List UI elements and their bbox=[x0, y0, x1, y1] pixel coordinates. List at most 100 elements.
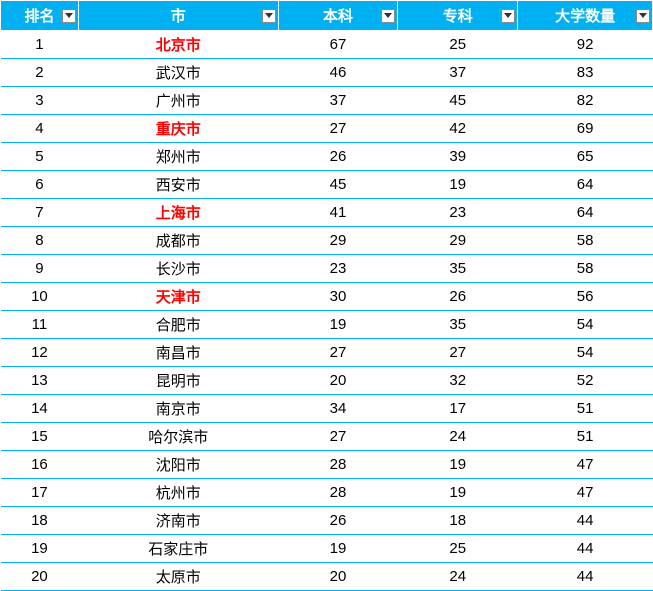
cell-rank: 5 bbox=[1, 143, 79, 171]
table-row: 11合肥市193554 bbox=[1, 311, 653, 339]
cell-total: 47 bbox=[518, 479, 653, 507]
cell-city: 昆明市 bbox=[78, 367, 278, 395]
table-row: 12南昌市272754 bbox=[1, 339, 653, 367]
cell-rank: 20 bbox=[1, 563, 79, 591]
cell-city: 石家庄市 bbox=[78, 535, 278, 563]
cell-zhuanke: 24 bbox=[398, 423, 518, 451]
cell-total: 83 bbox=[518, 59, 653, 87]
cell-rank: 15 bbox=[1, 423, 79, 451]
cell-rank: 10 bbox=[1, 283, 79, 311]
column-header-total[interactable]: 大学数量 bbox=[518, 1, 653, 31]
column-header-city[interactable]: 市 bbox=[78, 1, 278, 31]
cell-city: 南昌市 bbox=[78, 339, 278, 367]
cell-benke: 23 bbox=[278, 255, 398, 283]
cell-benke: 28 bbox=[278, 479, 398, 507]
cell-rank: 7 bbox=[1, 199, 79, 227]
table-header-row: 排名市本科 专科 大学数量 bbox=[1, 1, 653, 31]
cell-total: 92 bbox=[518, 31, 653, 59]
cell-city: 南京市 bbox=[78, 395, 278, 423]
cell-zhuanke: 19 bbox=[398, 479, 518, 507]
cell-benke: 19 bbox=[278, 535, 398, 563]
cell-city: 成都市 bbox=[78, 227, 278, 255]
cell-city: 西安市 bbox=[78, 171, 278, 199]
cell-benke: 28 bbox=[278, 451, 398, 479]
cell-city: 济南市 bbox=[78, 507, 278, 535]
table-row: 18济南市261844 bbox=[1, 507, 653, 535]
cell-zhuanke: 25 bbox=[398, 31, 518, 59]
cell-benke: 41 bbox=[278, 199, 398, 227]
cell-city: 天津市 bbox=[78, 283, 278, 311]
cell-zhuanke: 45 bbox=[398, 87, 518, 115]
cell-rank: 18 bbox=[1, 507, 79, 535]
cell-benke: 27 bbox=[278, 339, 398, 367]
table-row: 14南京市341751 bbox=[1, 395, 653, 423]
cell-zhuanke: 29 bbox=[398, 227, 518, 255]
cell-zhuanke: 25 bbox=[398, 535, 518, 563]
table-row: 4重庆市274269 bbox=[1, 115, 653, 143]
cell-rank: 3 bbox=[1, 87, 79, 115]
cell-city: 郑州市 bbox=[78, 143, 278, 171]
cell-zhuanke: 19 bbox=[398, 451, 518, 479]
cell-zhuanke: 19 bbox=[398, 171, 518, 199]
cell-city: 广州市 bbox=[78, 87, 278, 115]
table-row: 20太原市202444 bbox=[1, 563, 653, 591]
cell-city: 长沙市 bbox=[78, 255, 278, 283]
cell-total: 44 bbox=[518, 507, 653, 535]
cell-zhuanke: 27 bbox=[398, 339, 518, 367]
cell-total: 58 bbox=[518, 227, 653, 255]
cell-rank: 9 bbox=[1, 255, 79, 283]
table-row: 16沈阳市281947 bbox=[1, 451, 653, 479]
table-row: 19石家庄市192544 bbox=[1, 535, 653, 563]
cell-city: 合肥市 bbox=[78, 311, 278, 339]
filter-dropdown-icon[interactable] bbox=[501, 9, 515, 23]
cell-city: 杭州市 bbox=[78, 479, 278, 507]
column-header-label: 专科 bbox=[443, 8, 473, 25]
cell-total: 44 bbox=[518, 535, 653, 563]
column-header-rank[interactable]: 排名 bbox=[1, 1, 79, 31]
cell-city: 沈阳市 bbox=[78, 451, 278, 479]
table-row: 10天津市302656 bbox=[1, 283, 653, 311]
cell-benke: 34 bbox=[278, 395, 398, 423]
table-row: 13昆明市203252 bbox=[1, 367, 653, 395]
table-row: 17杭州市281947 bbox=[1, 479, 653, 507]
table-row: 6西安市451964 bbox=[1, 171, 653, 199]
table-row: 9长沙市233558 bbox=[1, 255, 653, 283]
filter-dropdown-icon[interactable] bbox=[262, 9, 276, 23]
table-row: 5郑州市263965 bbox=[1, 143, 653, 171]
cell-total: 58 bbox=[518, 255, 653, 283]
cell-total: 44 bbox=[518, 563, 653, 591]
cell-rank: 1 bbox=[1, 31, 79, 59]
cell-zhuanke: 39 bbox=[398, 143, 518, 171]
column-header-benke[interactable]: 本科 bbox=[278, 1, 398, 31]
cell-total: 82 bbox=[518, 87, 653, 115]
cell-benke: 46 bbox=[278, 59, 398, 87]
cell-zhuanke: 24 bbox=[398, 563, 518, 591]
cell-rank: 14 bbox=[1, 395, 79, 423]
table-row: 1北京市672592 bbox=[1, 31, 653, 59]
filter-dropdown-icon[interactable] bbox=[62, 9, 76, 23]
cell-rank: 12 bbox=[1, 339, 79, 367]
table-row: 8成都市292958 bbox=[1, 227, 653, 255]
university-ranking-table: 排名市本科专科大学数量 1北京市6725922武汉市4637833广州市3745… bbox=[0, 0, 653, 591]
cell-benke: 26 bbox=[278, 143, 398, 171]
table-row: 2武汉市463783 bbox=[1, 59, 653, 87]
filter-dropdown-icon[interactable] bbox=[381, 9, 395, 23]
cell-benke: 20 bbox=[278, 563, 398, 591]
cell-benke: 29 bbox=[278, 227, 398, 255]
cell-zhuanke: 32 bbox=[398, 367, 518, 395]
column-header-zhuanke[interactable]: 专科 bbox=[398, 1, 518, 31]
cell-total: 54 bbox=[518, 339, 653, 367]
cell-zhuanke: 42 bbox=[398, 115, 518, 143]
cell-rank: 16 bbox=[1, 451, 79, 479]
cell-zhuanke: 37 bbox=[398, 59, 518, 87]
cell-rank: 11 bbox=[1, 311, 79, 339]
cell-rank: 13 bbox=[1, 367, 79, 395]
column-header-label: 大学数量 bbox=[555, 8, 615, 25]
cell-city: 武汉市 bbox=[78, 59, 278, 87]
filter-dropdown-icon[interactable] bbox=[636, 9, 650, 23]
cell-total: 51 bbox=[518, 423, 653, 451]
cell-rank: 4 bbox=[1, 115, 79, 143]
cell-total: 56 bbox=[518, 283, 653, 311]
cell-benke: 26 bbox=[278, 507, 398, 535]
cell-zhuanke: 18 bbox=[398, 507, 518, 535]
